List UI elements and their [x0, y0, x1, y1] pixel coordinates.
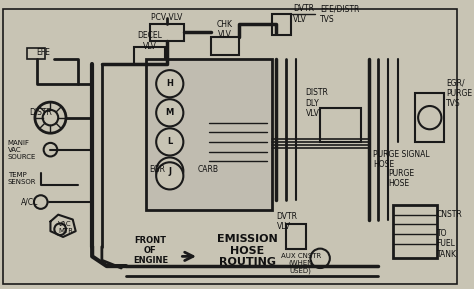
Circle shape	[156, 158, 183, 185]
Text: DECEL
VLV: DECEL VLV	[137, 31, 162, 51]
Circle shape	[418, 106, 441, 129]
Bar	[27, 48, 45, 60]
Text: FRONT
OF
ENGINE: FRONT OF ENGINE	[133, 236, 168, 266]
Circle shape	[35, 102, 66, 133]
Text: EGR/
PURGE
TVS: EGR/ PURGE TVS	[446, 79, 473, 108]
Text: CNSTR: CNSTR	[437, 210, 462, 219]
Bar	[211, 37, 238, 55]
Circle shape	[43, 110, 58, 125]
Text: EMISSION
HOSE
ROUTING: EMISSION HOSE ROUTING	[217, 234, 278, 267]
Text: PURGE
HOSE: PURGE HOSE	[388, 169, 414, 188]
Circle shape	[156, 162, 183, 190]
Text: CHK
VLV: CHK VLV	[217, 20, 233, 39]
Text: A/CL: A/CL	[21, 198, 39, 207]
Bar	[146, 60, 272, 210]
Text: TO
FUEL
TANK: TO FUEL TANK	[437, 229, 456, 259]
Text: CARB: CARB	[198, 164, 219, 174]
Text: DISTR
DLY
VLV: DISTR DLY VLV	[306, 88, 328, 118]
Text: EFE: EFE	[36, 48, 50, 57]
Circle shape	[156, 128, 183, 155]
Text: DISTR: DISTR	[29, 108, 52, 117]
Bar	[320, 108, 361, 142]
Bar	[415, 93, 444, 142]
Text: EGR: EGR	[149, 164, 165, 174]
Bar	[393, 205, 437, 258]
Text: PCV VLV: PCV VLV	[151, 13, 182, 22]
Text: DVTR
VLV: DVTR VLV	[293, 4, 314, 23]
Text: AUX CNSTR
(WHEN
USED): AUX CNSTR (WHEN USED)	[281, 253, 321, 274]
Text: MANIF
VAC
SOURCE: MANIF VAC SOURCE	[8, 140, 36, 160]
Text: DVTR
VLV: DVTR VLV	[276, 212, 298, 231]
Text: J: J	[168, 166, 171, 175]
Bar	[272, 14, 291, 35]
Circle shape	[156, 70, 183, 97]
Text: EFE/DISTR
TVS: EFE/DISTR TVS	[320, 4, 359, 23]
Text: TEMP
SENSOR: TEMP SENSOR	[8, 172, 36, 185]
Bar	[134, 47, 165, 64]
Text: PURGE SIGNAL
HOSE: PURGE SIGNAL HOSE	[374, 150, 430, 169]
Bar	[286, 224, 306, 249]
Circle shape	[55, 223, 66, 235]
Circle shape	[44, 143, 57, 156]
Circle shape	[156, 99, 183, 126]
Text: L: L	[167, 137, 173, 147]
Bar	[150, 23, 184, 41]
Text: H: H	[166, 79, 173, 88]
Text: VAC
MTR: VAC MTR	[58, 221, 73, 234]
Circle shape	[310, 249, 330, 268]
Text: M: M	[165, 108, 174, 117]
Circle shape	[34, 195, 47, 209]
